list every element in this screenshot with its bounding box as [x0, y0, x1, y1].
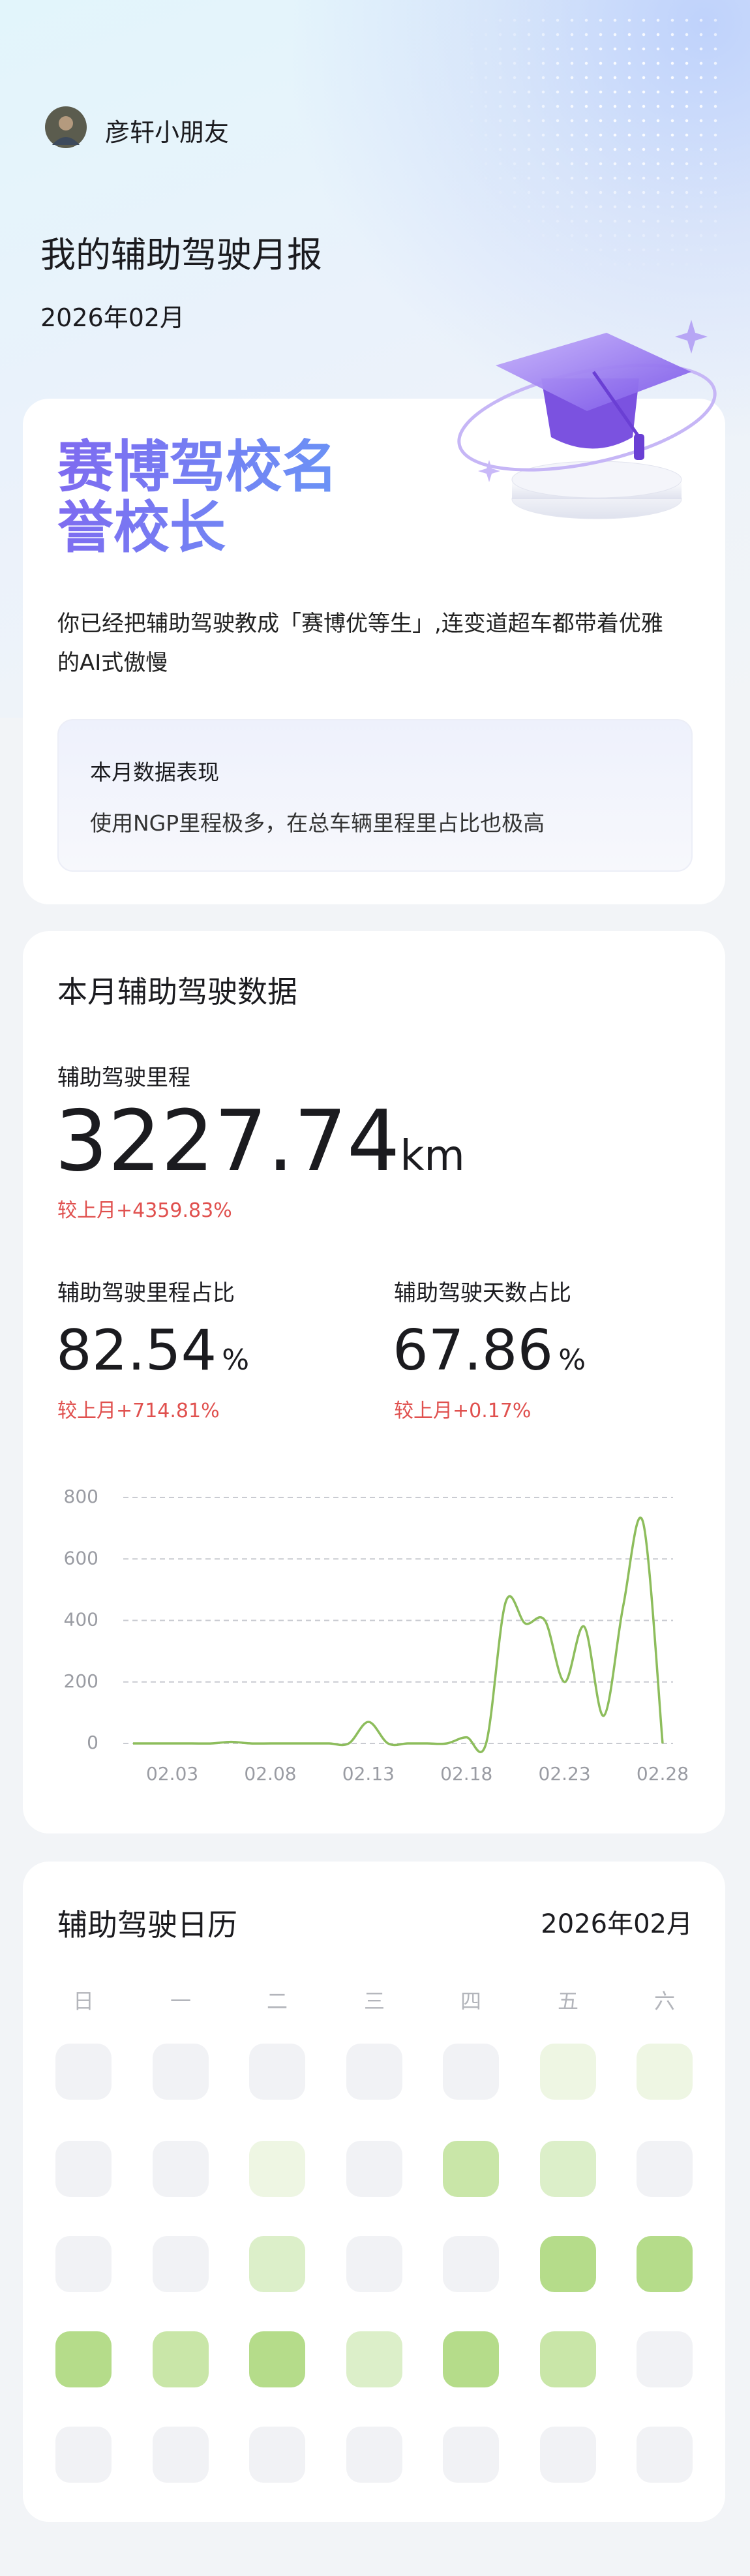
metric-change: 较上月+0.17%: [394, 1400, 532, 1422]
weekday-label: 二: [266, 1989, 288, 2014]
stats-card: [23, 931, 725, 1833]
calendar-day: [443, 2236, 499, 2292]
calendar-day: [637, 2141, 693, 2197]
calendar-day: [249, 2236, 305, 2292]
calendar-day: [637, 2331, 693, 2387]
weekday-label: 日: [72, 1989, 94, 2014]
y-tick-label: 600: [64, 1547, 98, 1569]
calendar-day: [443, 2331, 499, 2387]
calendar-empty: [443, 2427, 499, 2483]
report-date: 2026年02月: [40, 303, 185, 332]
calendar-day: [346, 2331, 402, 2387]
metric-value: 3227.74: [55, 1093, 400, 1190]
metric-label: 辅助驾驶天数占比: [394, 1280, 571, 1306]
calendar-empty: [249, 2427, 305, 2483]
calendar-day: [55, 2044, 112, 2100]
calendar-empty: [55, 2427, 112, 2483]
weekday-label: 五: [557, 1989, 578, 2014]
calendar-day: [540, 2044, 596, 2100]
calendar-day: [637, 2236, 693, 2292]
cap-illustration: [457, 320, 717, 519]
page-title: 我的辅助驾驶月报: [40, 234, 322, 275]
calendar-empty: [637, 2427, 693, 2483]
x-tick-label: 02.18: [440, 1763, 492, 1785]
y-tick-label: 200: [64, 1670, 98, 1692]
badge-description: 你已经把辅助驾驶教成「赛博优等生」,连变道超车都带着优雅的AI式傲慢: [57, 611, 663, 676]
calendar-empty: [346, 2427, 402, 2483]
weekday-label: 一: [170, 1989, 191, 2014]
calendar-day: [540, 2236, 596, 2292]
metric: 82.54%: [56, 1315, 249, 1387]
metric-unit: %: [558, 1343, 586, 1377]
metric: 3227.74km: [55, 1093, 465, 1191]
calendar-day: [55, 2236, 112, 2292]
calendar-day: [55, 2331, 112, 2387]
weekday-label: 三: [363, 1989, 385, 2014]
metric-value: 82.54: [56, 1318, 217, 1383]
metric: 67.86%: [393, 1315, 586, 1387]
calendar-day: [249, 2331, 305, 2387]
calendar-title: 辅助驾驶日历: [57, 1907, 237, 1942]
highlight-box: [57, 719, 693, 872]
calendar-day: [443, 2044, 499, 2100]
calendar-day: [346, 2141, 402, 2197]
dot-pattern: [450, 13, 724, 287]
data-line: [133, 1516, 664, 1753]
highlight-text: 使用NGP里程极多，在总车辆里程里占比也极高: [90, 810, 545, 836]
metric-label: 辅助驾驶里程: [57, 1065, 190, 1091]
metric-unit: %: [222, 1343, 250, 1377]
stats-title: 本月辅助驾驶数据: [57, 974, 297, 1009]
calendar-empty: [540, 2427, 596, 2483]
calendar-day: [153, 2331, 209, 2387]
calendar-day: [443, 2141, 499, 2197]
metric-change: 较上月+714.81%: [57, 1400, 220, 1422]
calendar-day: [153, 2236, 209, 2292]
calendar-day: [540, 2141, 596, 2197]
highlight-title: 本月数据表现: [90, 759, 219, 785]
calendar-day: [637, 2044, 693, 2100]
metric-unit: km: [400, 1132, 465, 1180]
y-tick-label: 400: [64, 1609, 98, 1631]
line-chart: 0 200 400 600 800 02.03 02.08 02.13 02.18 02.23 02…: [64, 1486, 689, 1785]
x-tick-label: 02.08: [244, 1763, 296, 1785]
metric-label: 辅助驾驶里程占比: [57, 1280, 235, 1306]
weekday-label: 四: [460, 1989, 481, 2014]
y-tick-label: 0: [87, 1732, 98, 1753]
avatar[interactable]: [44, 106, 87, 149]
calendar-day: [249, 2044, 305, 2100]
calendar-month: 2026年02月: [541, 1909, 693, 1939]
calendar-day: [153, 2141, 209, 2197]
calendar-day: [346, 2236, 402, 2292]
x-tick-label: 02.13: [342, 1763, 395, 1785]
calendar-day: [55, 2141, 112, 2197]
x-tick-label: 02.23: [539, 1763, 591, 1785]
x-tick-label: 02.03: [146, 1763, 198, 1785]
calendar-empty: [153, 2427, 209, 2483]
calendar-day: [540, 2331, 596, 2387]
weekday-label: 六: [653, 1989, 675, 2014]
user-name[interactable]: 彦轩小朋友: [105, 118, 230, 147]
x-tick-label: 02.28: [637, 1763, 689, 1785]
calendar-day: [249, 2141, 305, 2197]
metric-change: 较上月+4359.83%: [57, 1199, 232, 1222]
calendar-day: [153, 2044, 209, 2100]
metric-value: 67.86: [393, 1318, 554, 1383]
y-tick-label: 800: [64, 1486, 98, 1507]
calendar-day: [346, 2044, 402, 2100]
